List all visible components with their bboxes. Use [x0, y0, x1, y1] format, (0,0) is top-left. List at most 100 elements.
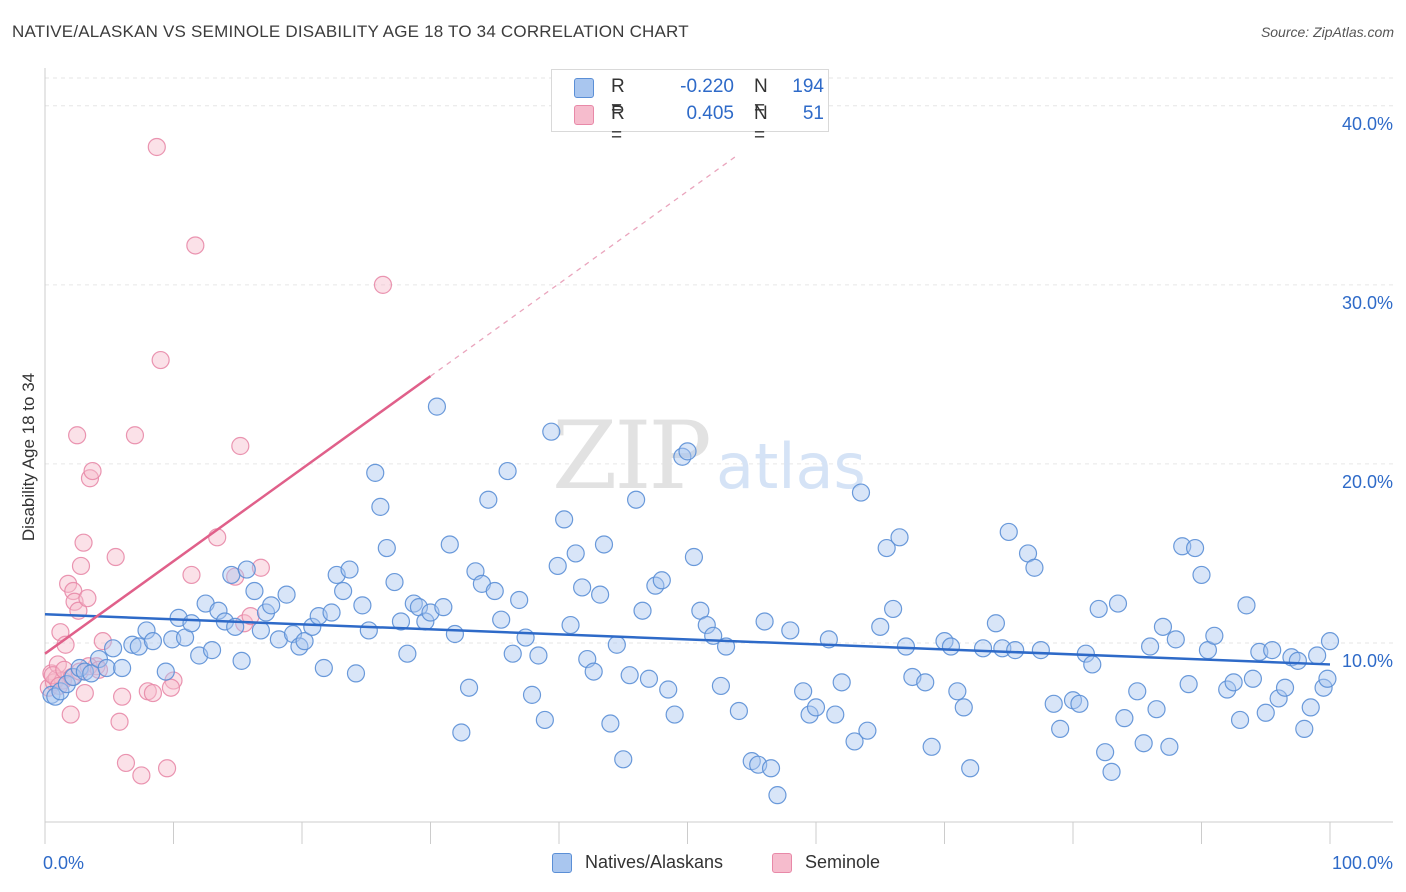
- legend-n-label: N =: [754, 103, 768, 146]
- seminole-point: [132, 766, 151, 785]
- natives-point: [851, 483, 871, 502]
- natives-point: [46, 687, 65, 706]
- seminole-point: [106, 547, 125, 567]
- natives-point: [1308, 646, 1327, 665]
- seminole-point: [68, 426, 87, 445]
- natives-point: [1089, 599, 1108, 619]
- seminole-trend-line: [44, 375, 432, 655]
- natives-point: [1115, 709, 1134, 728]
- natives-point: [459, 678, 479, 697]
- x-tick-label: 100.0%: [1332, 853, 1393, 873]
- seminole-point: [231, 436, 250, 456]
- natives-point: [434, 598, 453, 617]
- natives-point: [334, 581, 353, 601]
- natives-point: [1096, 743, 1115, 762]
- x-tick-label: 0.0%: [43, 853, 84, 873]
- natives-point: [1301, 698, 1320, 717]
- natives-point: [584, 662, 603, 681]
- natives-point: [1320, 632, 1340, 651]
- natives-point: [1006, 641, 1025, 660]
- natives-point: [877, 538, 896, 558]
- natives-point: [948, 682, 967, 701]
- natives-point: [440, 535, 459, 554]
- seminole-point: [143, 683, 163, 703]
- natives-point: [295, 632, 314, 651]
- natives-point: [659, 680, 678, 699]
- natives-point: [1153, 617, 1173, 636]
- legend-n-value: 194: [792, 76, 824, 97]
- y-tick-label: 30.0%: [1342, 293, 1393, 313]
- natives-point: [871, 617, 890, 636]
- natives-point: [755, 612, 774, 631]
- seminole-point: [251, 558, 270, 577]
- natives-point: [353, 596, 372, 615]
- seminole-point: [147, 137, 166, 157]
- seminole-trend-extension: [430, 153, 740, 377]
- natives-point: [800, 705, 819, 724]
- natives-point: [591, 585, 610, 604]
- natives-point: [1314, 678, 1333, 697]
- seminole-point: [373, 275, 393, 294]
- natives-point: [711, 676, 731, 696]
- natives-point: [768, 786, 787, 805]
- natives-point: [594, 535, 614, 554]
- seminole-point: [83, 461, 102, 481]
- natives-point: [1051, 719, 1070, 738]
- seminole-point: [241, 606, 260, 626]
- legend-r-value: 0.405: [686, 103, 734, 124]
- seminole-point: [186, 236, 205, 255]
- natives-point: [542, 422, 561, 441]
- natives-point: [999, 522, 1018, 542]
- natives-point: [781, 621, 800, 640]
- natives-point: [620, 666, 639, 685]
- natives-point: [1237, 596, 1256, 615]
- seminole-point: [80, 469, 100, 488]
- natives-point: [607, 635, 626, 654]
- natives-point: [1140, 637, 1160, 656]
- natives-point: [97, 658, 116, 678]
- natives-point: [1134, 734, 1153, 753]
- natives-point: [492, 610, 511, 629]
- bottom-legend-label: Seminole: [805, 852, 881, 872]
- natives-point: [1318, 669, 1337, 688]
- legend-n-label: N =: [754, 76, 768, 119]
- natives-point: [566, 544, 585, 563]
- seminole-point: [112, 687, 132, 706]
- natives-point: [1256, 703, 1275, 722]
- natives-point: [522, 685, 542, 704]
- natives-point: [479, 490, 498, 509]
- natives-point: [529, 646, 548, 665]
- natives-point: [1128, 682, 1147, 701]
- legend-swatch-natives: [574, 78, 594, 98]
- natives-point: [202, 641, 222, 660]
- seminole-point: [116, 753, 136, 773]
- natives-point: [222, 565, 241, 585]
- natives-point: [665, 705, 684, 724]
- natives-point: [129, 637, 148, 656]
- seminole-point: [157, 759, 177, 778]
- natives-point: [1263, 641, 1282, 660]
- natives-point: [245, 581, 264, 601]
- natives-point: [137, 621, 156, 640]
- natives-point: [70, 658, 89, 678]
- natives-point: [1025, 558, 1044, 577]
- natives-point: [57, 675, 76, 694]
- natives-point: [1102, 762, 1121, 781]
- seminole-point: [61, 705, 80, 724]
- seminole-point: [110, 712, 129, 731]
- natives-point: [1185, 538, 1205, 558]
- natives-point: [404, 594, 423, 613]
- natives-point: [614, 750, 633, 769]
- natives-point: [377, 538, 396, 558]
- natives-point: [535, 710, 554, 730]
- source-label: Source: ZipAtlas.com: [1260, 24, 1394, 40]
- natives-point: [445, 624, 465, 644]
- natives-point: [858, 721, 877, 740]
- seminole-point: [43, 666, 62, 685]
- chart-title: NATIVE/ALASKAN VS SEMINOLE DISABILITY AG…: [12, 22, 689, 41]
- natives-point: [890, 528, 909, 547]
- natives-point: [269, 630, 288, 649]
- bottom-legend-swatch-seminole: [772, 853, 792, 873]
- natives-point: [1288, 651, 1307, 670]
- natives-point: [673, 447, 692, 466]
